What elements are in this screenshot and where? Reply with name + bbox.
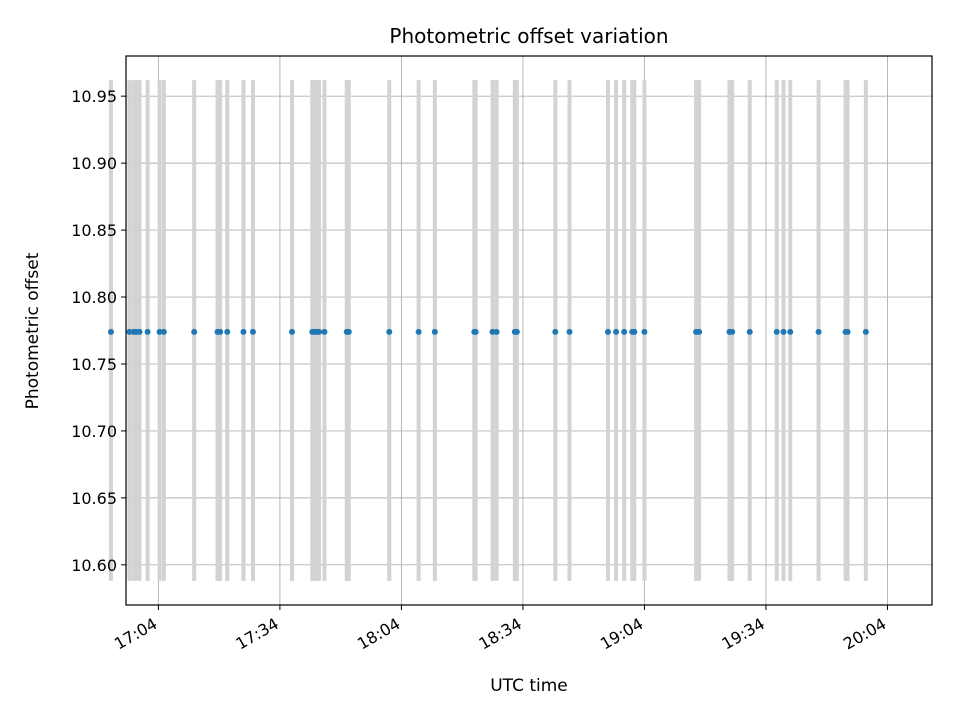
data-point	[144, 328, 151, 335]
data-point	[345, 328, 352, 335]
data-point	[696, 328, 703, 335]
data-point	[321, 328, 328, 335]
data-point	[493, 328, 500, 335]
data-point	[780, 328, 787, 335]
data-point	[513, 328, 520, 335]
data-point	[566, 328, 573, 335]
data-point	[156, 328, 163, 335]
data-point	[249, 328, 256, 335]
data-point	[289, 328, 296, 335]
y-tick-label: 10.90	[71, 154, 117, 173]
y-tick-label: 10.75	[71, 355, 117, 374]
y-tick-label: 10.70	[71, 422, 117, 441]
data-point	[631, 328, 638, 335]
chart-title: Photometric offset variation	[389, 24, 668, 48]
data-points	[107, 328, 869, 335]
data-point	[224, 328, 231, 335]
data-point	[160, 328, 167, 335]
data-point	[316, 328, 323, 335]
data-point	[862, 328, 869, 335]
data-point	[107, 328, 114, 335]
data-point	[641, 328, 648, 335]
y-axis-label: Photometric offset	[23, 252, 43, 409]
data-point	[472, 328, 479, 335]
data-point	[217, 328, 224, 335]
y-tick-label: 10.60	[71, 556, 117, 575]
x-axis-label: UTC time	[490, 676, 568, 696]
data-point	[787, 328, 794, 335]
y-tick-label: 10.80	[71, 288, 117, 307]
data-point	[746, 328, 753, 335]
data-point	[621, 328, 628, 335]
data-point	[431, 328, 438, 335]
plot-frame	[125, 55, 933, 606]
y-tick-label: 10.85	[71, 221, 117, 240]
y-tick-label: 10.65	[71, 489, 117, 508]
data-point	[240, 328, 247, 335]
data-point	[604, 328, 611, 335]
data-point	[729, 328, 736, 335]
data-point	[415, 328, 422, 335]
data-point	[552, 328, 559, 335]
data-point	[613, 328, 620, 335]
y-axis-ticks: 10.60 10.65 10.70 10.75 10.80 10.85 10.90 10.95	[71, 87, 126, 575]
data-point	[191, 328, 198, 335]
data-point	[815, 328, 822, 335]
data-point	[126, 328, 133, 335]
y-tick-label: 10.95	[71, 87, 117, 106]
data-point	[136, 328, 143, 335]
data-point	[773, 328, 780, 335]
data-point	[386, 328, 393, 335]
data-point	[844, 328, 851, 335]
